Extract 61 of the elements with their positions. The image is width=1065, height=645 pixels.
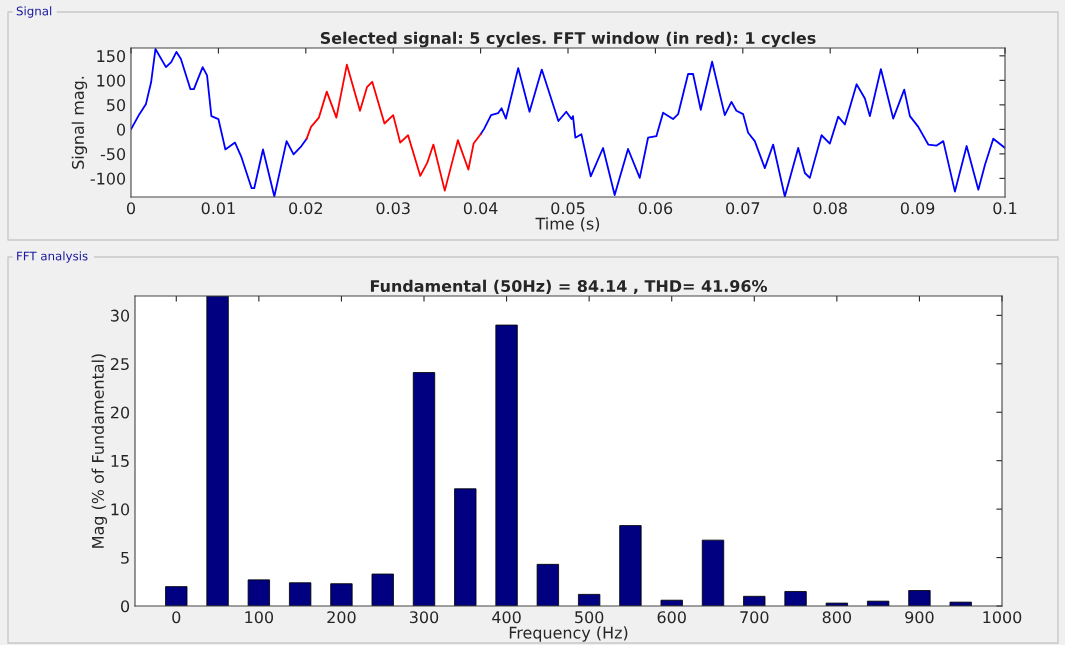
x-tick-label: 0.06 [638,202,673,215]
y-tick-label: 150 [97,50,126,63]
x-tick-label: 0.03 [376,202,410,215]
x-tick-label: 1000 [983,611,1022,624]
bar [743,595,766,606]
x-tick-label: 500 [575,611,604,624]
x-tick-label: 800 [822,611,852,624]
y-axis-title: Signal mag. [71,76,88,169]
x-tick-label: 0.04 [463,202,498,215]
x-tick-label: 0.02 [289,202,322,215]
bar [495,324,518,606]
bar [165,586,188,606]
bar [412,372,436,606]
bar [825,602,849,606]
x-tick-label: 200 [327,611,356,624]
y-tick-label: 15 [111,455,129,467]
line-series [305,63,482,192]
x-tick-label: 0.05 [551,202,585,215]
y-tick-label: 30 [111,309,130,322]
bar [247,579,271,606]
y-tick-label: 5 [121,551,129,564]
x-tick-label: 0.07 [726,202,760,215]
y-tick-label: 50 [107,99,126,112]
x-axis-title: Frequency (Hz) [509,626,628,642]
bar [949,601,972,606]
y-axis-title: Mag (% of Fundamental) [91,354,108,548]
bar [371,573,394,606]
x-tick-label: 600 [657,611,686,624]
chart-title: Fundamental (50Hz) = 84.14 , THD= 41.96% [370,279,768,295]
x-tick-label: 0.08 [813,202,847,215]
x-tick-label: 0.01 [201,202,235,215]
x-tick-label: 0.09 [900,202,935,215]
x-tick-label: 400 [492,611,521,624]
bar [536,563,560,606]
bar [784,591,807,606]
bar [454,488,477,606]
bar [701,539,725,606]
x-tick-label: 0.1 [993,202,1017,215]
x-tick-label: 100 [245,611,274,624]
text: FFT analysis [17,251,88,263]
bar [206,296,229,606]
x-tick-label: 0 [172,611,181,624]
y-tick-label: 100 [97,74,126,87]
y-tick-label: 25 [110,358,129,371]
x-axis-title: Time (s) [535,217,600,232]
bar [330,583,353,606]
x-tick-label: 300 [409,611,439,624]
x-tick-label: 700 [740,611,769,624]
y-tick-label: -50 [100,148,126,161]
bar [288,582,312,606]
y-tick-label: 0 [117,123,126,136]
x-tick-label: 900 [905,611,934,624]
y-tick-label: 10 [111,503,130,516]
bar [908,590,931,606]
text: Signal [16,6,52,18]
y-tick-label: -100 [90,172,126,185]
bar [577,593,601,606]
y-tick-label: 0 [121,600,130,613]
y-tick-label: 20 [110,406,130,419]
chart-title: Selected signal: 5 cycles. FFT window (in red): 1 cycles [320,31,816,48]
bar [619,525,642,606]
